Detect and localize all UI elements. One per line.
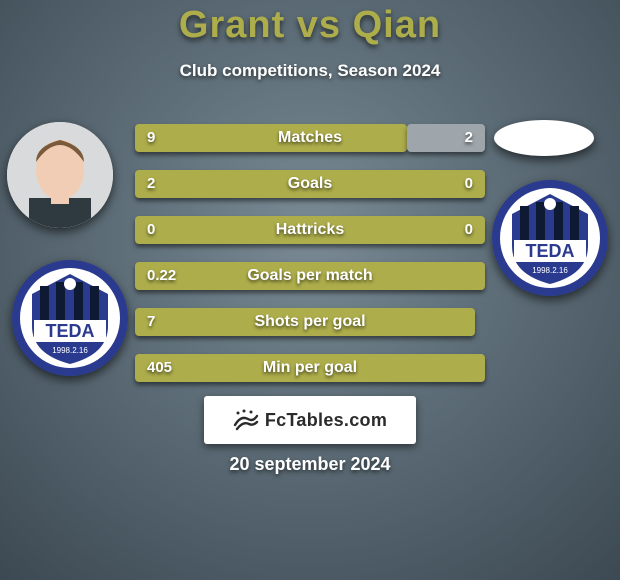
stat-row: 20Goals bbox=[135, 170, 485, 198]
stat-row: 7Shots per goal bbox=[135, 308, 485, 336]
player2-avatar bbox=[494, 120, 594, 156]
club-badge-icon: TEDA 1998.2.16 bbox=[492, 180, 608, 296]
stats-table: 92Matches 20Goals 00Hattricks 0.22Goals per… bbox=[135, 124, 485, 400]
source-logo: FcTables.com bbox=[204, 396, 416, 444]
stat-label: Matches bbox=[135, 124, 485, 152]
svg-text:TEDA: TEDA bbox=[46, 321, 95, 341]
stat-row: 405Min per goal bbox=[135, 354, 485, 382]
stat-row: 92Matches bbox=[135, 124, 485, 152]
svg-text:1998.2.16: 1998.2.16 bbox=[52, 346, 88, 355]
club-badge-icon: TEDA 1998.2.16 bbox=[12, 260, 128, 376]
stat-label: Shots per goal bbox=[135, 308, 485, 336]
source-logo-text: FcTables.com bbox=[265, 410, 387, 431]
stat-row: 0.22Goals per match bbox=[135, 262, 485, 290]
date-label: 20 september 2024 bbox=[0, 454, 620, 475]
fctables-globe-icon bbox=[233, 407, 259, 433]
stat-label: Goals per match bbox=[135, 262, 485, 290]
player2-club-badge: TEDA 1998.2.16 bbox=[492, 180, 608, 296]
player1-club-badge: TEDA 1998.2.16 bbox=[12, 260, 128, 376]
svg-text:1998.2.16: 1998.2.16 bbox=[532, 266, 568, 275]
page-subtitle: Club competitions, Season 2024 bbox=[0, 61, 620, 81]
player1-face-icon bbox=[7, 122, 113, 228]
stat-label: Hattricks bbox=[135, 216, 485, 244]
stat-row: 00Hattricks bbox=[135, 216, 485, 244]
page-title: Grant vs Qian bbox=[0, 0, 620, 47]
stat-label: Goals bbox=[135, 170, 485, 198]
stat-label: Min per goal bbox=[135, 354, 485, 382]
player1-avatar bbox=[7, 122, 113, 228]
svg-text:TEDA: TEDA bbox=[526, 241, 575, 261]
